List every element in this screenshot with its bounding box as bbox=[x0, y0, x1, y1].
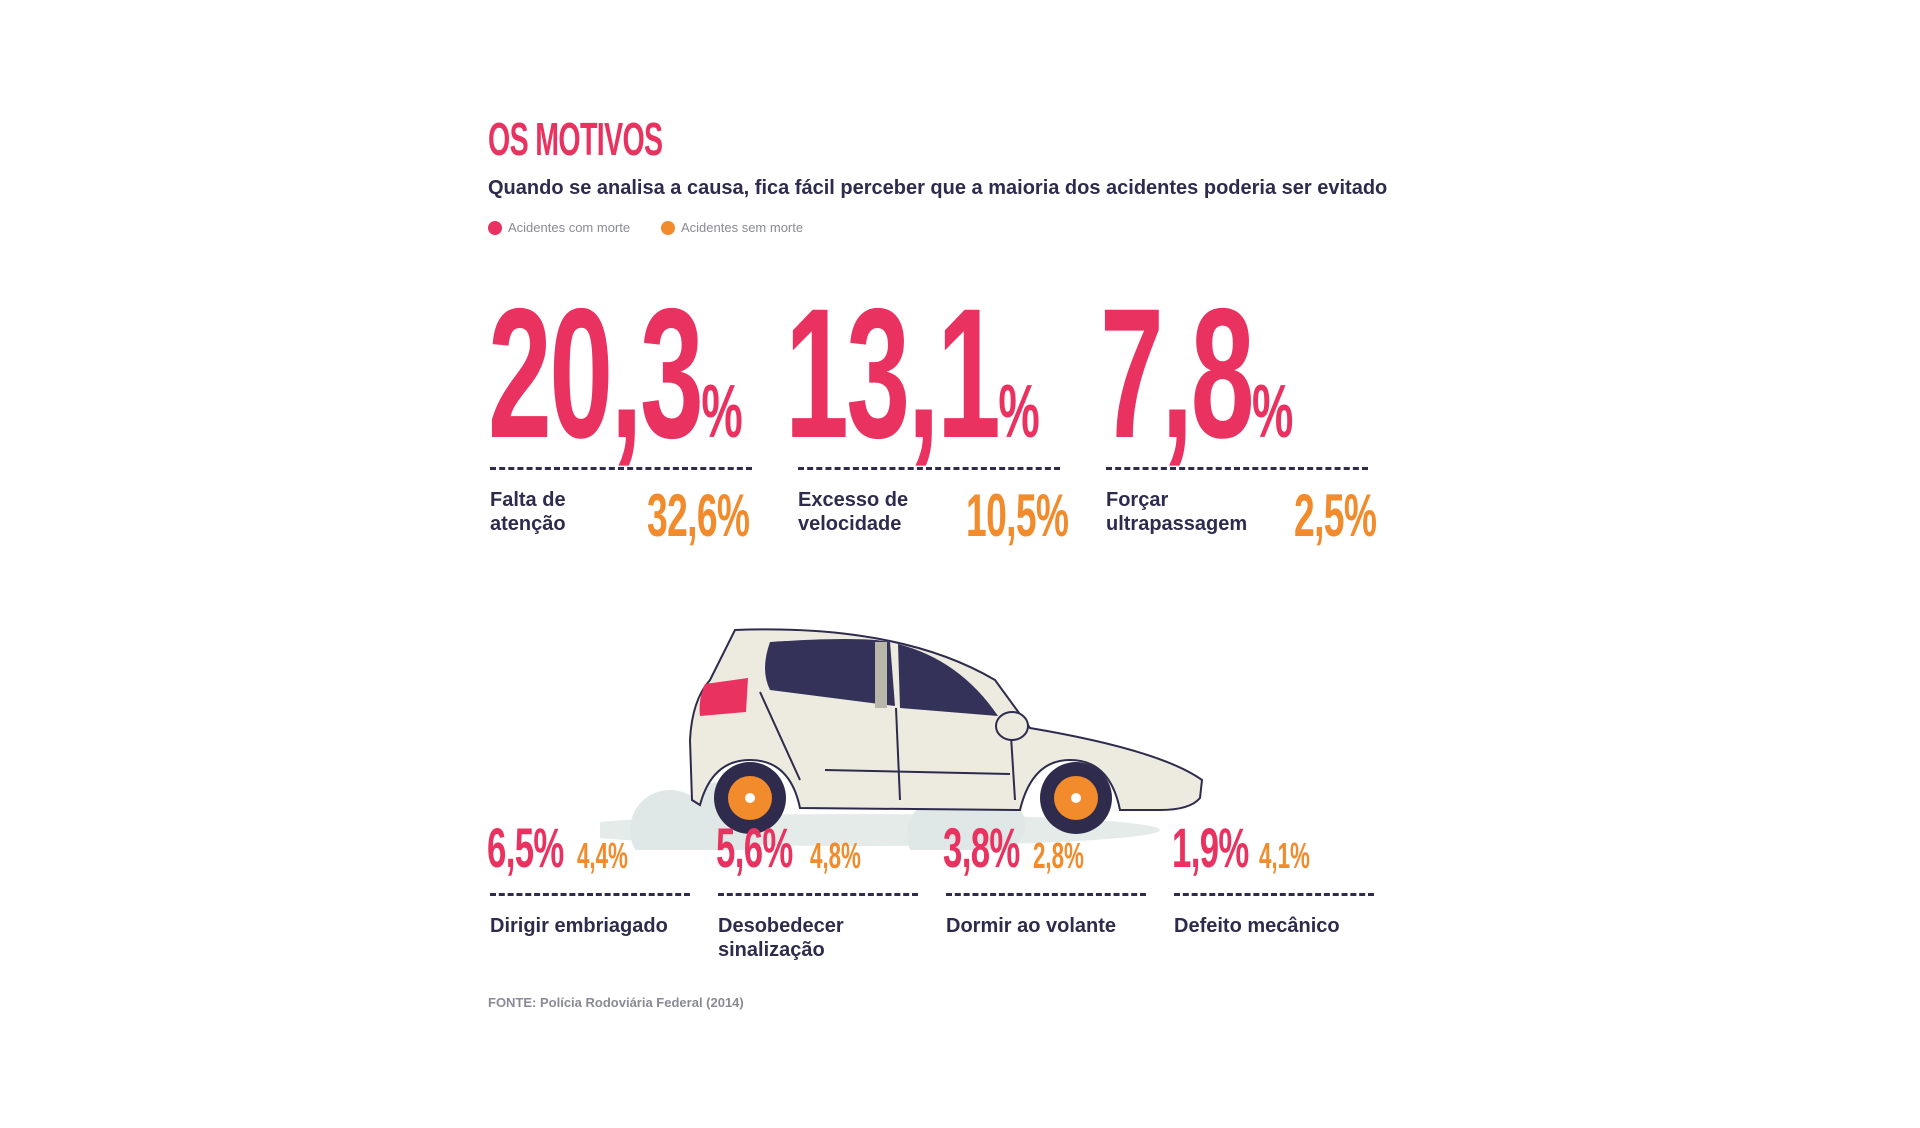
stat-label-line: ultrapassagem bbox=[1106, 513, 1248, 535]
stat-no-death-value: 4,4% bbox=[577, 835, 628, 876]
divider bbox=[718, 893, 918, 896]
stat-death-value: 5,6% bbox=[716, 816, 793, 879]
stat-label-line: Defeito mecânico bbox=[1174, 915, 1340, 937]
legend-label: Acidentes sem morte bbox=[681, 220, 804, 235]
stat-no-death-value: 2,5% bbox=[1294, 482, 1377, 549]
car-mirror bbox=[995, 711, 1029, 741]
stat-label: Falta de atenção bbox=[490, 488, 566, 536]
stat-int: 13 bbox=[785, 271, 910, 477]
stat-label-line: Excesso de bbox=[798, 489, 909, 511]
page-subtitle: Quando se analisa a causa, fica fácil pe… bbox=[488, 177, 1388, 199]
stat-label-line: Falta de bbox=[490, 489, 566, 511]
stat-death-value: 6,5% bbox=[487, 816, 564, 879]
stat-label: Excesso de velocidade bbox=[798, 488, 908, 536]
stat-death-value: 1,9% bbox=[1172, 816, 1249, 879]
stat-death-value: 13,1% bbox=[785, 282, 1040, 467]
stat-label: Defeito mecânico bbox=[1174, 914, 1340, 938]
stat-dec: ,8 bbox=[1161, 271, 1254, 477]
stat-death-value: 20,3% bbox=[488, 282, 743, 467]
car-hub-center bbox=[1071, 793, 1081, 803]
legend-item-with-death: Acidentes com morte bbox=[488, 220, 630, 235]
stat-death-value: 7,8% bbox=[1100, 282, 1293, 467]
stat-label: Dirigir embriagado bbox=[490, 914, 668, 938]
stat-no-death-value: 10,5% bbox=[966, 482, 1069, 549]
stat-label: Dormir ao volante bbox=[946, 914, 1116, 938]
car-rear-window bbox=[765, 639, 895, 706]
source-note: FONTE: Polícia Rodoviária Federal (2014) bbox=[488, 995, 744, 1010]
stat-int: 7 bbox=[1100, 271, 1164, 477]
stat-no-death-value: 2,8% bbox=[1033, 835, 1084, 876]
stat-label: Forçar ultrapassagem bbox=[1106, 488, 1247, 536]
stat-label-line: sinalização bbox=[718, 939, 825, 961]
divider bbox=[1174, 893, 1374, 896]
stat-no-death-value: 32,6% bbox=[647, 482, 750, 549]
stat-label-line: velocidade bbox=[798, 513, 902, 535]
divider bbox=[946, 893, 1146, 896]
stat-no-death-value: 4,1% bbox=[1259, 835, 1310, 876]
divider bbox=[490, 893, 690, 896]
stat-pct: % bbox=[998, 369, 1040, 453]
stat-pct: % bbox=[1252, 369, 1294, 453]
car-front-window bbox=[898, 644, 998, 716]
stat-label-line: Dirigir embriagado bbox=[490, 915, 668, 937]
car-hub-center bbox=[745, 793, 755, 803]
stat-label-line: Desobedecer bbox=[718, 915, 844, 937]
stat-label-line: Dormir ao volante bbox=[946, 915, 1117, 937]
car-tail-light bbox=[699, 678, 748, 716]
stat-no-death-value: 4,8% bbox=[810, 835, 861, 876]
divider bbox=[490, 467, 752, 470]
divider bbox=[798, 467, 1060, 470]
car-handle-line bbox=[824, 769, 1011, 775]
car-pillar bbox=[875, 642, 887, 708]
stat-label-line: Forçar bbox=[1106, 489, 1169, 511]
car-icon bbox=[600, 628, 1204, 850]
stat-death-value: 3,8% bbox=[943, 816, 1020, 879]
legend-dot-orange-icon bbox=[661, 220, 675, 235]
stat-dec: ,3 bbox=[610, 271, 704, 477]
legend-label: Acidentes com morte bbox=[508, 220, 631, 235]
divider bbox=[1106, 467, 1368, 470]
stat-pct: % bbox=[701, 369, 743, 453]
legend-item-without-death: Acidentes sem morte bbox=[661, 220, 803, 235]
stat-int: 20 bbox=[488, 271, 613, 477]
page-title: OS MOTIVOS bbox=[488, 113, 663, 165]
legend-dot-red-icon bbox=[488, 220, 502, 235]
stat-label: Desobedecer sinalização bbox=[718, 914, 844, 962]
stat-label-line: atenção bbox=[490, 513, 566, 535]
stat-dec: ,1 bbox=[907, 271, 1001, 477]
